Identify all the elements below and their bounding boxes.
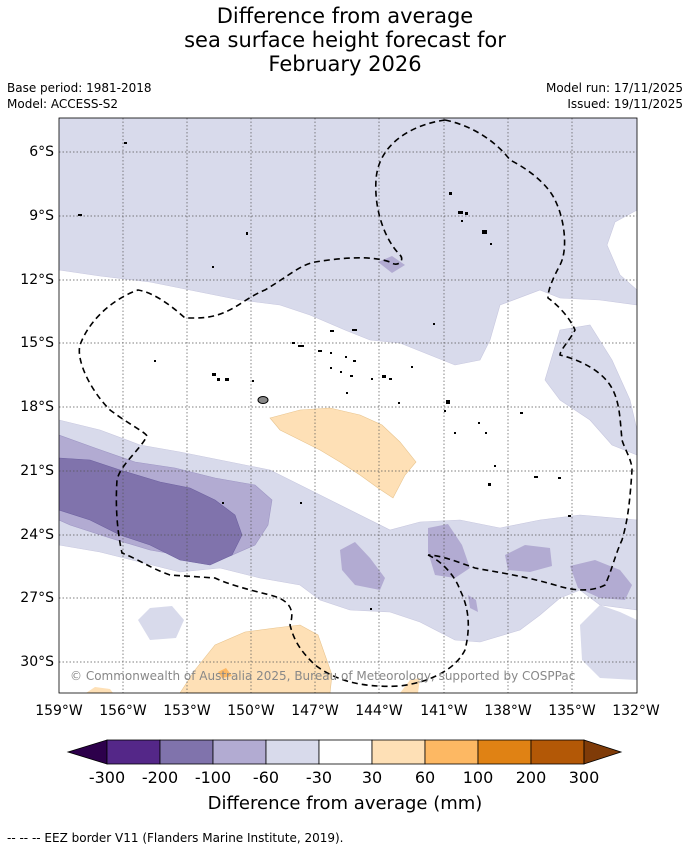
colorbar-label-4: -60 <box>252 768 280 787</box>
colorbar-bin-9 <box>530 739 585 765</box>
issued-date: Issued: 19/11/2025 <box>567 97 683 111</box>
islands <box>78 142 571 610</box>
eez-borders <box>78 119 633 688</box>
anomaly-positive-small <box>218 668 232 678</box>
anomaly-region-west-dark <box>59 457 243 566</box>
title-line-2: sea surface height forecast for <box>184 28 506 52</box>
model-name: Model: ACCESS-S2 <box>7 97 119 111</box>
map-plot-area <box>59 118 637 693</box>
lon-tick-150w: 150°W <box>227 703 275 719</box>
colorbar-label-10: 300 <box>568 768 600 787</box>
lat-tick-18s: 18°S <box>20 399 54 415</box>
lat-tick-21s: 21°S <box>20 463 54 479</box>
lat-tick-15s: 15°S <box>20 335 54 351</box>
anomaly-positive-central <box>269 407 417 499</box>
colorbar-bin-6 <box>371 739 426 765</box>
anomaly-positive-sw <box>86 687 113 693</box>
eez-legend-note: -- -- -- EEZ border V11 (Flanders Marine… <box>7 831 344 845</box>
anomaly-south-isolated <box>138 606 184 640</box>
lon-tick-135w: 135°W <box>548 703 596 719</box>
anomaly-mid-blob-3 <box>505 545 552 572</box>
base-period: Base period: 1981-2018 <box>7 81 152 95</box>
lat-tick-24s: 24°S <box>20 527 54 543</box>
anomaly-region-north <box>59 118 637 366</box>
anomaly-mid-blob-1 <box>340 542 385 590</box>
map-title: Difference from average sea surface heig… <box>0 4 690 76</box>
anomaly-mid-blob-5 <box>468 595 478 612</box>
lat-tick-12s: 12°S <box>20 272 54 288</box>
colorbar-label-3: -100 <box>194 768 232 787</box>
lon-tick-147w: 147°W <box>291 703 339 719</box>
meta-left: Base period: 1981-2018 Model: ACCESS-S2 <box>7 80 152 112</box>
anomaly-southeast-isolated <box>580 605 637 680</box>
colorbar <box>66 739 623 765</box>
lon-tick-153w: 153°W <box>163 703 211 719</box>
lon-tick-141w: 141°W <box>420 703 468 719</box>
colorbar-label-8: 100 <box>462 768 494 787</box>
colorbar-bin-5 <box>318 739 373 765</box>
title-line-3: February 2026 <box>268 52 422 76</box>
lon-tick-156w: 156°W <box>99 703 147 719</box>
island-rarotonga <box>257 396 269 404</box>
lon-tick-159w: 159°W <box>35 703 83 719</box>
colorbar-arrow-high <box>583 739 623 765</box>
eez-cook-french <box>427 119 633 591</box>
map-frame <box>58 117 638 694</box>
colorbar-arrow-low <box>66 739 108 765</box>
colorbar-bin-7 <box>424 739 479 765</box>
copyright-notice: © Commonwealth of Australia 2025, Bureau… <box>70 669 576 683</box>
lon-tick-132w: 132°W <box>612 703 660 719</box>
eez-kiribati <box>78 119 470 688</box>
colorbar-label-1: -300 <box>88 768 126 787</box>
anomaly-positive-south <box>179 624 333 693</box>
colorbar-title: Difference from average (mm) <box>207 793 483 814</box>
colorbar-label-6: 30 <box>361 768 383 787</box>
colorbar-bin-2 <box>159 739 214 765</box>
lat-tick-6s: 6°S <box>29 144 54 160</box>
lat-tick-9s: 9°S <box>29 208 54 224</box>
colorbar-bin-8 <box>477 739 532 765</box>
colorbar-label-2: -200 <box>141 768 179 787</box>
colorbar-label-9: 200 <box>515 768 547 787</box>
colorbar-label-7: 60 <box>414 768 436 787</box>
colorbar-label-5: -30 <box>305 768 333 787</box>
meta-right: Model run: 17/11/2025 Issued: 19/11/2025 <box>546 80 683 112</box>
lat-tick-30s: 30°S <box>20 654 54 670</box>
lon-tick-144w: 144°W <box>355 703 403 719</box>
colorbar-bin-3 <box>212 739 267 765</box>
model-run: Model run: 17/11/2025 <box>545 81 683 95</box>
lon-tick-138w: 138°W <box>484 703 532 719</box>
colorbar-bin-4 <box>265 739 320 765</box>
colorbar-bin-1 <box>106 739 161 765</box>
anomaly-positive-se <box>400 678 420 693</box>
title-line-1: Difference from average <box>216 4 474 28</box>
anomaly-mid-blob-2 <box>428 524 470 578</box>
lat-tick-27s: 27°S <box>20 590 54 606</box>
